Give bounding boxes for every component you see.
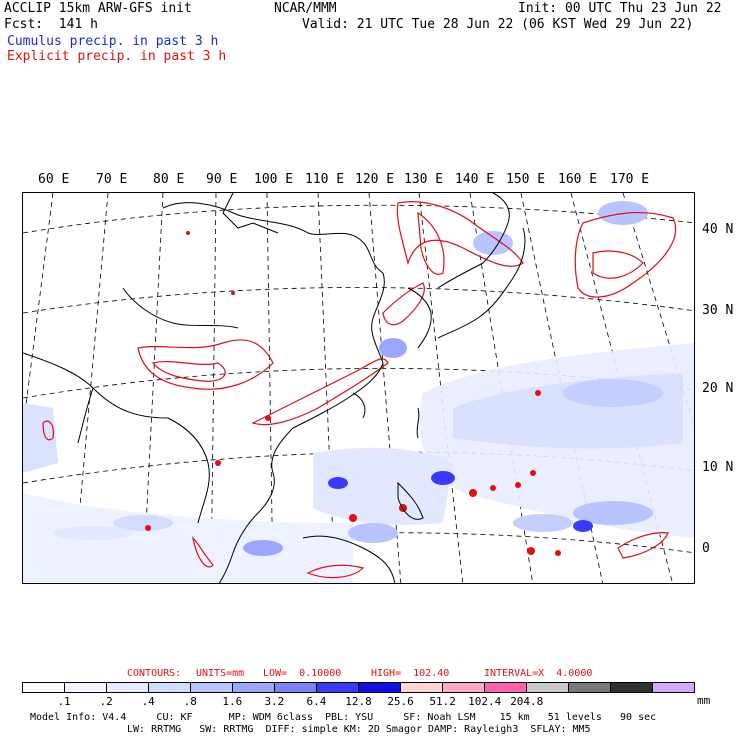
- lon-label: 130 E: [404, 172, 444, 187]
- colorbar-tick-label: .8: [183, 695, 197, 708]
- contours-high: HIGH= 102.40: [371, 668, 450, 679]
- lon-label: 160 E: [558, 172, 598, 187]
- colorbar-segment: [23, 683, 65, 692]
- colorbar-tick-label: 25.6: [387, 695, 414, 708]
- explicit-precip: [42, 201, 677, 579]
- colorbar-segment: [107, 683, 149, 692]
- precip-map: [23, 193, 694, 583]
- colorbar-tick-label: 51.2: [429, 695, 456, 708]
- lon-label: 80 E: [153, 172, 185, 187]
- colorbar-segment: [191, 683, 233, 692]
- legend-cumulus: Cumulus precip. in past 3 h: [7, 34, 219, 49]
- lon-label: 110 E: [305, 172, 345, 187]
- valid-time: Valid: 21 UTC Tue 28 Jun 22 (06 KST Wed …: [302, 17, 694, 32]
- colorbar-segment: [401, 683, 443, 692]
- colorbar-segment: [611, 683, 653, 692]
- lon-label: 170 E: [610, 172, 650, 187]
- lon-label: 140 E: [455, 172, 495, 187]
- model-info-line2: LW: RRTMG SW: RRTMG DIFF: simple KM: 2D …: [127, 724, 591, 735]
- colorbar-segment: [149, 683, 191, 692]
- colorbar-segment: [275, 683, 317, 692]
- cumulus-precip: [23, 201, 694, 583]
- colorbar-segment: [569, 683, 611, 692]
- contours-interval: INTERVAL=X 4.0000: [484, 668, 593, 679]
- model-info-line1: Model Info: V4.4 CU: KF MP: WDM 6class P…: [30, 712, 657, 723]
- colorbar-tick-label: .1: [57, 695, 71, 708]
- init-time: Init: 00 UTC Thu 23 Jun 22: [518, 1, 722, 16]
- lat-label: 30 N: [702, 303, 734, 318]
- forecast-hour: Fcst: 141 h: [4, 17, 98, 32]
- colorbar-tick-label: 102.4: [468, 695, 502, 708]
- lon-label: 100 E: [254, 172, 294, 187]
- model-title: ACCLIP 15km ARW-GFS init: [4, 1, 192, 16]
- lon-label: 90 E: [206, 172, 238, 187]
- colorbar-tick-label: 204.8: [510, 695, 544, 708]
- colorbar-segment: [485, 683, 527, 692]
- lon-label: 120 E: [355, 172, 395, 187]
- colorbar-segment: [65, 683, 107, 692]
- colorbar-tick-label: 1.6: [222, 695, 243, 708]
- contours-label: CONTOURS:: [127, 668, 182, 679]
- colorbar-tick-label: .4: [141, 695, 155, 708]
- colorbar-tick-label: 12.8: [345, 695, 372, 708]
- lat-label: 0: [702, 541, 710, 556]
- colorbar-segment: [527, 683, 569, 692]
- center-label: NCAR/MMM: [274, 1, 337, 16]
- colorbar: [22, 682, 695, 693]
- colorbar-segment: [443, 683, 485, 692]
- legend-explicit: Explicit precip. in past 3 h: [7, 49, 227, 64]
- lat-label: 40 N: [702, 222, 734, 237]
- colorbar-segment: [233, 683, 275, 692]
- colorbar-units: mm: [697, 694, 711, 707]
- map-panel: [22, 192, 695, 584]
- contours-units: UNITS=mm: [196, 668, 245, 679]
- coastlines: [23, 193, 526, 583]
- lat-label: 10 N: [702, 460, 734, 475]
- colorbar-tick-label: 6.4: [306, 695, 327, 708]
- lon-label: 70 E: [96, 172, 128, 187]
- lat-label: 20 N: [702, 381, 734, 396]
- lon-label: 60 E: [38, 172, 70, 187]
- colorbar-segment: [653, 683, 694, 692]
- colorbar-segment: [359, 683, 401, 692]
- colorbar-tick-label: .2: [99, 695, 113, 708]
- lon-label: 150 E: [506, 172, 546, 187]
- colorbar-tick-label: 3.2: [264, 695, 285, 708]
- colorbar-segment: [317, 683, 359, 692]
- contours-low: LOW= 0.10000: [263, 668, 342, 679]
